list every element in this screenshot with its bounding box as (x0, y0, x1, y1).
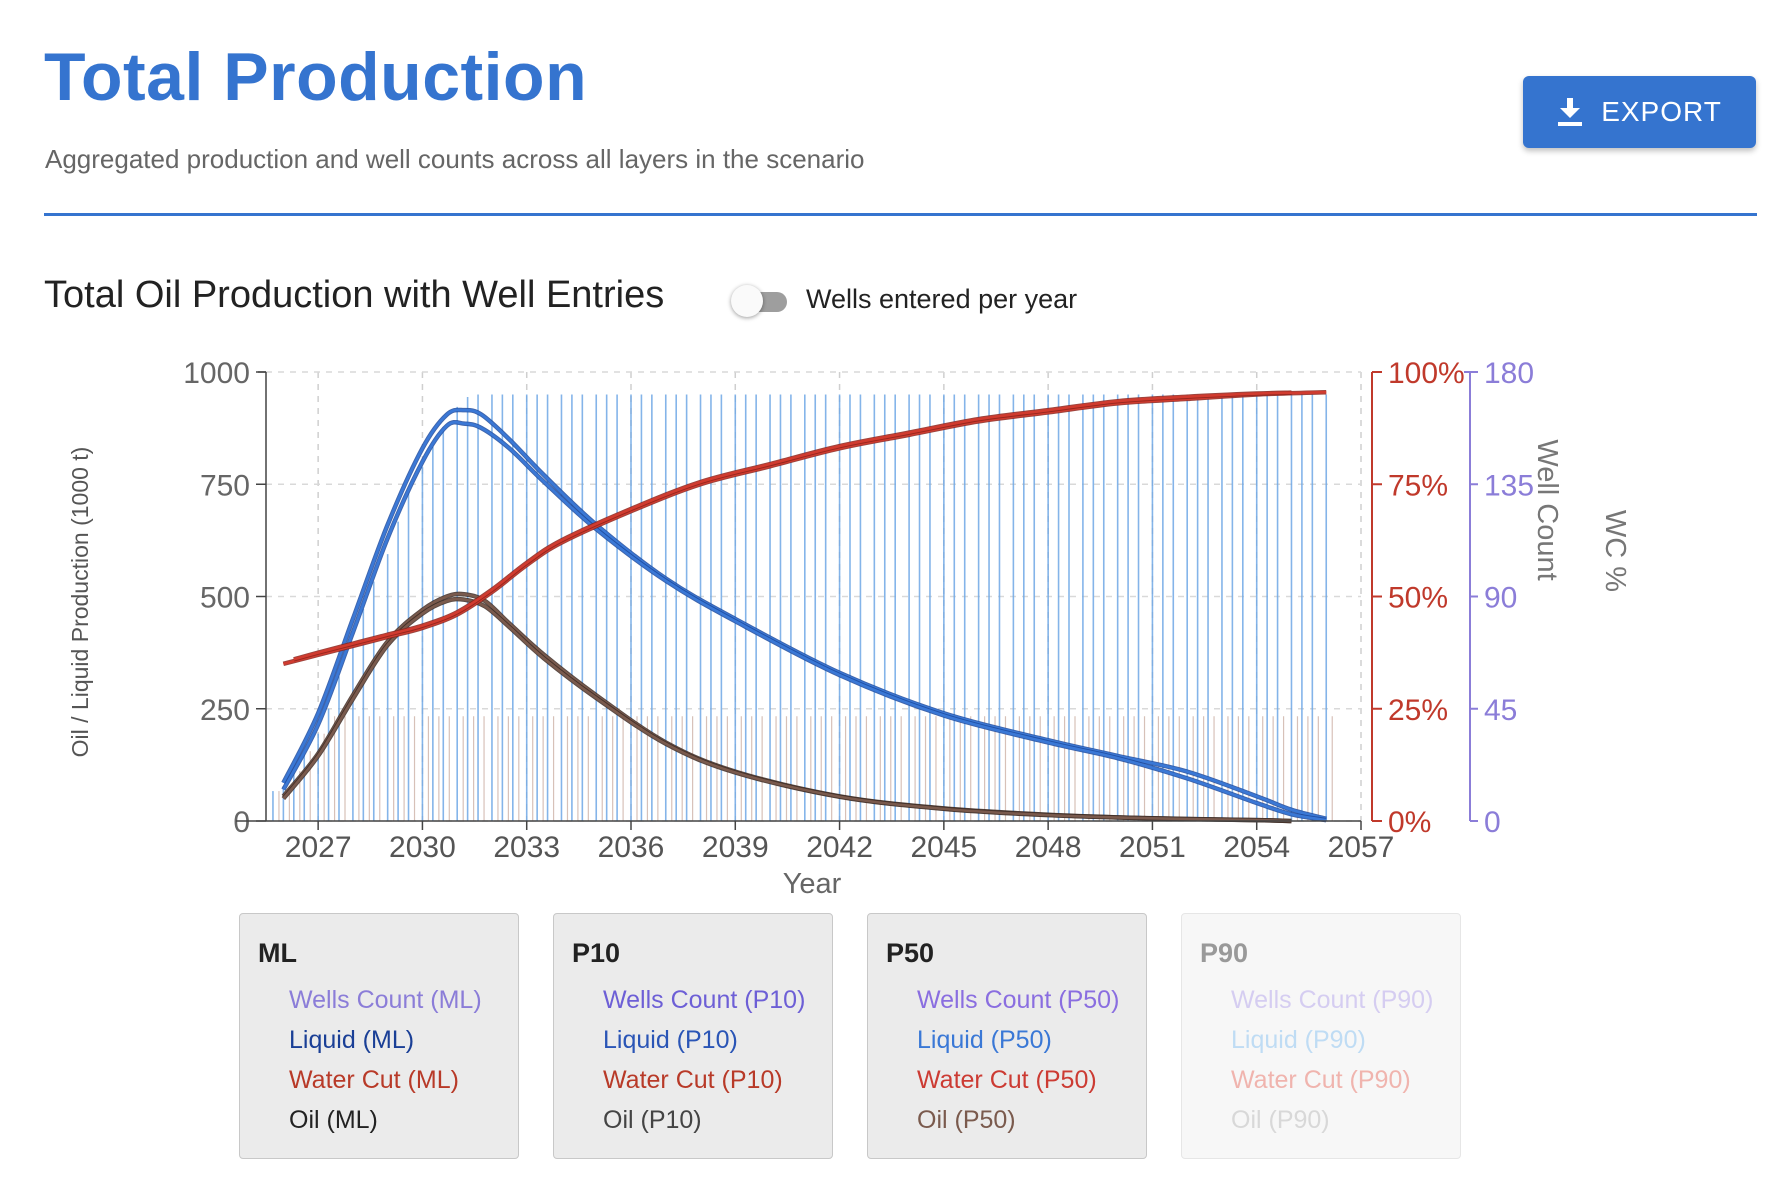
oil-p10-line (282, 597, 1292, 823)
legend-item[interactable]: Liquid (P10) (603, 1026, 738, 1054)
y-tick-label-wells: 180 (1484, 357, 1534, 390)
legend-group-p50[interactable]: P50 Wells Count (P50) Liquid (P50) Water Cu… (867, 913, 1147, 1159)
legend-item[interactable]: Wells Count (P50) (917, 986, 1120, 1014)
legend-item[interactable]: Water Cut (P10) (603, 1066, 783, 1094)
x-tick-label: 2033 (493, 831, 560, 864)
toggle-thumb (731, 285, 763, 317)
legend-item[interactable]: Liquid (ML) (289, 1026, 415, 1054)
export-label: EXPORT (1601, 96, 1722, 127)
production-chart: 0 250 500 750 1000 2027 2030 2033 2036 2039 2042 20… (67, 357, 1631, 900)
water-cut-p10-line (293, 391, 1292, 661)
legend-item[interactable]: Wells Count (P90) (1231, 986, 1434, 1014)
page-subtitle: Aggregated production and well counts ac… (45, 144, 865, 174)
legend-group-title: ML (258, 938, 297, 968)
legend-item[interactable]: Oil (P90) (1231, 1106, 1330, 1134)
legend-item[interactable]: Liquid (P50) (917, 1026, 1052, 1054)
y-tick-label-wc: 75% (1388, 469, 1448, 502)
legend-item[interactable]: Oil (P50) (917, 1106, 1016, 1134)
legend-group-ml[interactable]: ML Wells Count (ML) Liquid (ML) Water Cut (… (239, 913, 519, 1159)
y-tick-label-left: 750 (200, 469, 250, 502)
y-tick-label-wc: 0% (1388, 806, 1431, 839)
y-tick-label-wells: 0 (1484, 806, 1501, 839)
y-tick-label-left: 1000 (183, 357, 250, 390)
y-tick-label-wells: 135 (1484, 469, 1534, 502)
y-tick-label-wc: 50% (1388, 582, 1448, 615)
y-tick-label-wc: 25% (1388, 694, 1448, 727)
legend-item[interactable]: Wells Count (P10) (603, 986, 806, 1014)
download-icon (1557, 98, 1583, 126)
x-axis-label: Year (783, 868, 842, 900)
y-tick-label-left: 250 (200, 694, 250, 727)
legend-group-title: P50 (886, 938, 935, 968)
wells-per-year-toggle[interactable] (731, 283, 791, 319)
legend-item[interactable]: Water Cut (P50) (917, 1066, 1097, 1094)
page-title: Total Production (44, 39, 588, 115)
x-tick-label: 2054 (1223, 831, 1290, 864)
legend-item[interactable]: Water Cut (P90) (1231, 1066, 1411, 1094)
x-tick-label: 2045 (910, 831, 977, 864)
x-tick-label: 2048 (1015, 831, 1082, 864)
export-button[interactable]: EXPORT (1523, 76, 1756, 148)
chart-title: Total Oil Production with Well Entries (44, 274, 665, 316)
legend-item[interactable]: Oil (ML) (289, 1106, 378, 1134)
legend-group-p10[interactable]: P10 Wells Count (P10) Liquid (P10) Water Cu… (553, 913, 833, 1159)
y-tick-label-wc: 100% (1388, 357, 1465, 390)
y-tick-label-left: 0 (233, 806, 250, 839)
y-tick-label-wells: 45 (1484, 694, 1517, 727)
x-tick-label: 2027 (285, 831, 352, 864)
grid-lines (266, 371, 1362, 822)
legend-item[interactable]: Water Cut (ML) (289, 1066, 459, 1094)
liquid-ml-line (282, 408, 1327, 821)
legend-group-p90[interactable]: P90 Wells Count (P90) Liquid (P90) Water Cu… (1181, 913, 1461, 1159)
legend-item[interactable]: Oil (P10) (603, 1106, 702, 1134)
y-axis-label-left: Oil / Liquid Production (1000 t) (67, 447, 93, 758)
oil-p10-line-outline (281, 596, 1292, 824)
series-lines (281, 389, 1327, 824)
y-axis-label-wc: WC % (1599, 510, 1631, 592)
y-tick-label-left: 500 (200, 582, 250, 615)
x-tick-label: 2051 (1119, 831, 1186, 864)
legend-group-title: P10 (572, 938, 621, 968)
y-axis-label-wells: Well Count (1531, 439, 1563, 580)
liquid-p10-line (282, 420, 1327, 822)
x-tick-label: 2039 (702, 831, 769, 864)
axes: 0 250 500 750 1000 2027 2030 2033 2036 2039 2042 20… (183, 357, 1534, 864)
y-tick-label-wells: 90 (1484, 582, 1517, 615)
wells-per-year-label: Wells entered per year (806, 284, 1078, 314)
x-tick-label: 2036 (598, 831, 665, 864)
x-tick-label: 2042 (806, 831, 873, 864)
legend-item[interactable]: Liquid (P90) (1231, 1026, 1366, 1054)
well-count-bars (272, 394, 1333, 821)
header-divider (44, 213, 1757, 216)
x-tick-label: 2030 (389, 831, 456, 864)
x-tick-label: 2057 (1328, 831, 1395, 864)
legend-group-title: P90 (1200, 938, 1249, 968)
legend-item[interactable]: Wells Count (ML) (289, 986, 482, 1014)
